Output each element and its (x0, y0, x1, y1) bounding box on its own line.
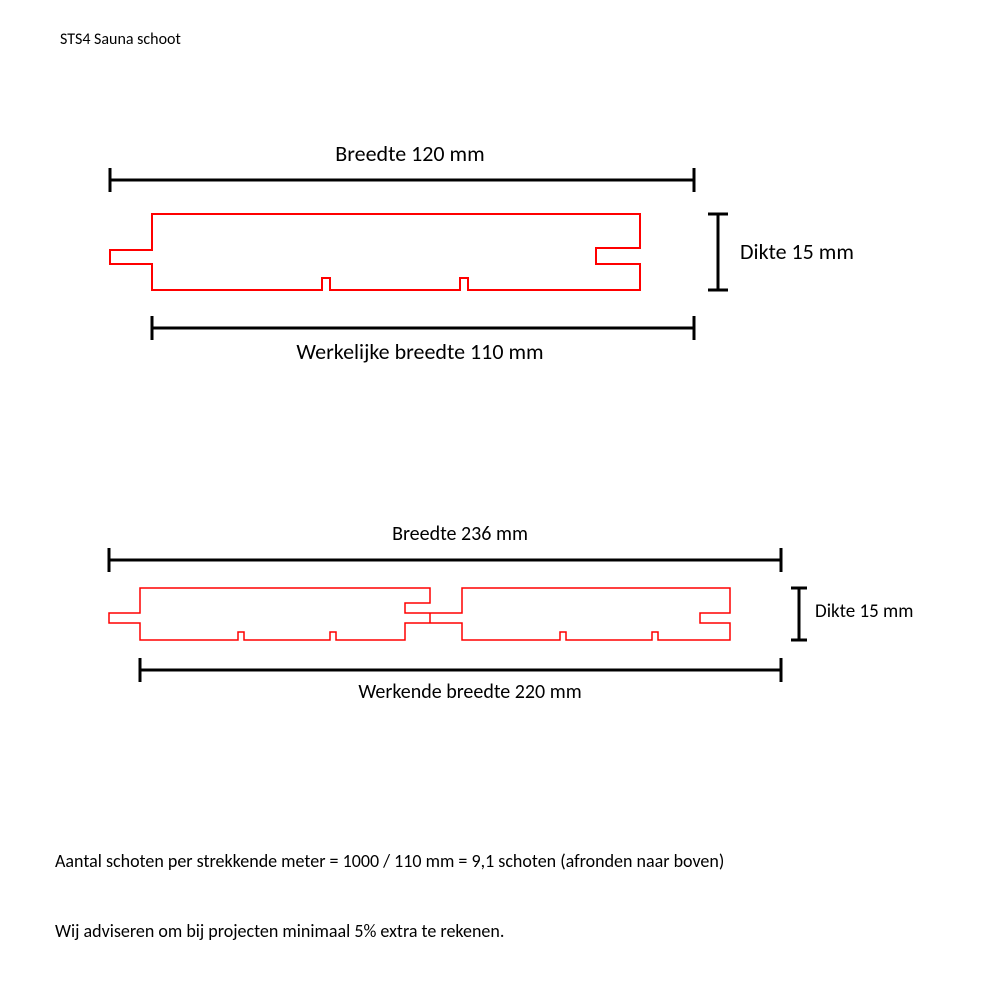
technical-drawing (0, 0, 1000, 1000)
